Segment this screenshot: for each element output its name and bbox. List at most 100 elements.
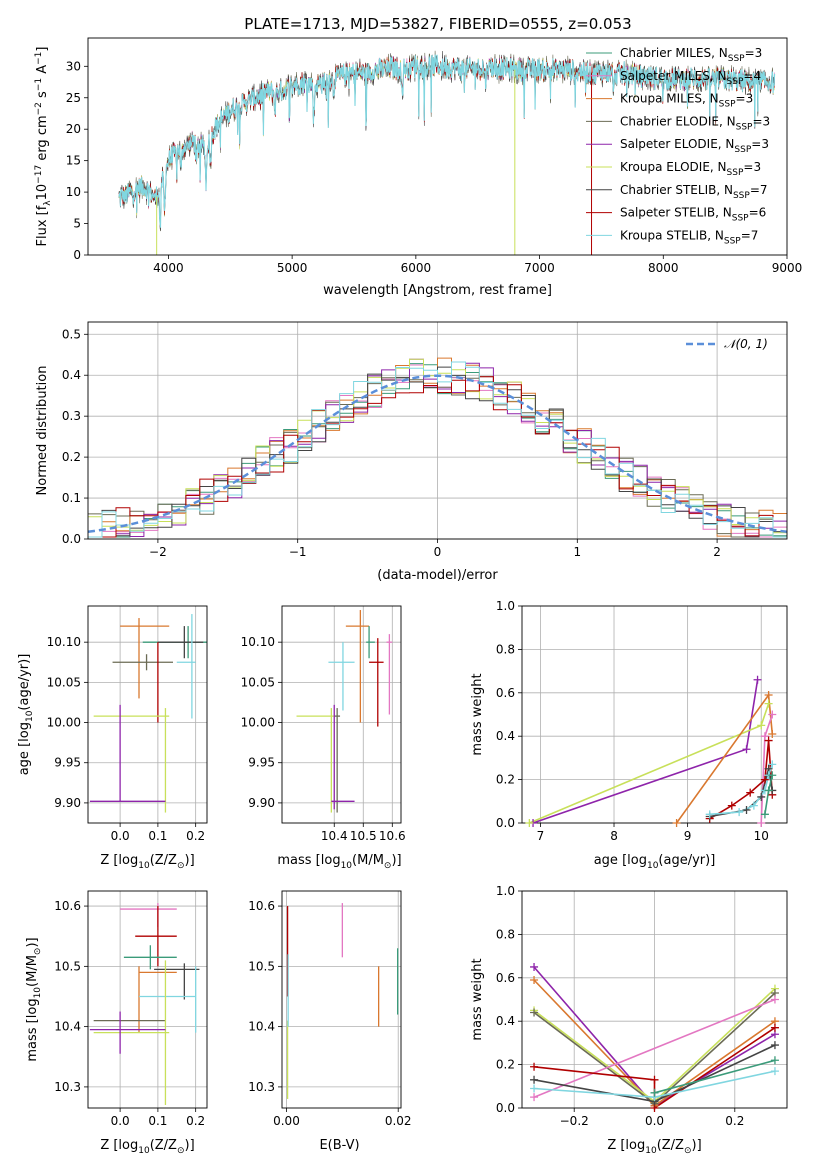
y-tick-label: 0.6	[496, 971, 515, 985]
y-tick-label: 10.4	[54, 1020, 81, 1034]
y-tick-label: 10.6	[248, 899, 275, 913]
axes-mw_Z: −0.2 0.0 0.2 0.0 0.2 0.4 0.6 0.8 1.0 Z [log10(Z/Z…	[470, 884, 788, 1156]
y-axis-label: mass weight	[470, 958, 485, 1040]
y-tick-label: 0.0	[496, 1101, 515, 1115]
x-axis-label: (data-model)/error	[377, 568, 498, 583]
label-part: )]	[185, 1138, 195, 1153]
label-part: Chabrier MILES, N	[620, 46, 728, 60]
label-part: (age/yr)]	[17, 654, 32, 711]
label-part: =3	[743, 160, 761, 174]
label-part: −2	[34, 102, 44, 115]
x-tick-label: 10.5	[350, 829, 377, 843]
x-tick-label: 0.0	[645, 1114, 664, 1128]
axes-frame	[281, 605, 402, 824]
series-line	[675, 692, 774, 823]
x-axis-label: Z [log10(Z/Z⊙)]	[100, 1138, 194, 1156]
label-part: SSP	[719, 100, 736, 110]
x-axis-label: E(B-V)	[319, 1138, 359, 1153]
axes-frame	[87, 890, 208, 1109]
y-tick-label: 10.00	[241, 716, 275, 730]
label-part: Z [log	[100, 1138, 138, 1153]
y-tick-label: 0.4	[62, 368, 81, 382]
label-part: (M/M	[25, 955, 40, 987]
label-part: =4	[743, 69, 761, 83]
label-part: age [log	[17, 722, 32, 775]
plot-area-age_Z	[89, 614, 207, 813]
series-marker	[757, 721, 766, 730]
y-tick-label: 0.4	[496, 1014, 515, 1028]
y-tick-label: 10	[66, 185, 81, 199]
series-marker	[757, 819, 766, 827]
label-part: 10	[33, 987, 43, 999]
label-part: Salpeter MILES, N	[620, 69, 727, 83]
label-part: 10	[25, 710, 35, 722]
series-marker	[650, 1088, 659, 1097]
axes-residuals: −2 −1 0 1 2 0.0 0.1 0.2 0.3 0.4 0.5 𝒩(0, 1) (data-mo…	[35, 321, 788, 583]
series-line	[533, 998, 776, 1098]
x-tick-label: 8000	[648, 261, 679, 275]
label-part: −1	[34, 78, 44, 91]
x-axis-label: mass [log10(M/M⊙)]	[277, 853, 401, 871]
label-part: Salpeter STELIB, N	[620, 206, 732, 220]
label-part: Salpeter ELODIE, N	[620, 137, 734, 151]
normal-curve	[88, 374, 787, 534]
series-marker	[770, 1056, 779, 1065]
label-part: erg cm	[35, 115, 50, 164]
label-part: 10	[341, 861, 353, 871]
plot-area-age_mass	[296, 610, 393, 813]
plot-area-spectrum	[118, 50, 776, 255]
y-tick-label: 20	[66, 122, 81, 136]
label-part: (Z/Z	[150, 1138, 177, 1153]
x-tick-label: 1	[573, 545, 581, 559]
series-marker	[768, 710, 777, 719]
x-tick-label: 0.1	[148, 1114, 167, 1128]
x-axis-label: Z [log10(Z/Z⊙)]	[607, 1138, 701, 1156]
label-part: Kroupa STELIB, N	[620, 228, 724, 242]
y-tick-label: 0.0	[496, 816, 515, 830]
x-tick-label: 8	[610, 829, 618, 843]
y-tick-label: 0.3	[62, 409, 81, 423]
series-marker	[768, 730, 777, 739]
y-tick-label: 1.0	[496, 599, 515, 613]
x-tick-label: 0.0	[111, 829, 130, 843]
y-tick-label: 0.0	[62, 532, 81, 546]
label-part: =6	[749, 206, 767, 220]
label-part: ⊙	[684, 1146, 692, 1156]
series-marker	[764, 699, 773, 708]
spectrum-line	[118, 54, 776, 228]
legend-label: Kroupa ELODIE, NSSP=3	[620, 160, 761, 178]
series-marker	[727, 801, 736, 810]
legend-label: 𝒩(0, 1)	[724, 337, 768, 351]
label-part: (Z/Z	[657, 1138, 684, 1153]
label-part: SSP	[724, 236, 741, 246]
label-part: SSP	[734, 145, 751, 155]
series-marker	[770, 1023, 779, 1032]
label-part: 10	[138, 861, 150, 871]
x-tick-label: 0.00	[273, 1114, 300, 1128]
y-tick-label: 0.5	[62, 327, 81, 341]
series-marker	[770, 1041, 779, 1050]
plot-area-mass_Z	[89, 903, 200, 1105]
legend-label: Salpeter STELIB, NSSP=6	[620, 206, 766, 224]
series-marker	[757, 792, 766, 801]
series-marker	[770, 1067, 779, 1076]
y-tick-label: 0.6	[496, 686, 515, 700]
label-part: 10	[138, 1146, 150, 1156]
y-tick-label: 25	[66, 91, 81, 105]
series-marker	[672, 819, 681, 827]
label-part: =7	[750, 183, 768, 197]
series-marker	[760, 775, 769, 784]
axes-spectrum: 4000 5000 6000 7000 8000 9000 0 5 10 15 20 25 30 wave…	[34, 37, 803, 298]
label-part: SSP	[732, 214, 749, 224]
x-tick-label: 9000	[772, 261, 803, 275]
y-axis-label: age [log10(age/yr)]	[17, 654, 35, 776]
label-part: =3	[751, 137, 769, 151]
x-tick-label: −1	[289, 545, 307, 559]
plot-area-residuals	[88, 357, 787, 538]
x-axis-label: age [log10(age/yr)]	[594, 853, 716, 871]
x-axis-label: Z [log10(Z/Z⊙)]	[100, 853, 194, 871]
label-part: Z [log	[100, 853, 138, 868]
x-tick-label: 10.6	[379, 829, 406, 843]
histogram-step	[88, 376, 787, 538]
